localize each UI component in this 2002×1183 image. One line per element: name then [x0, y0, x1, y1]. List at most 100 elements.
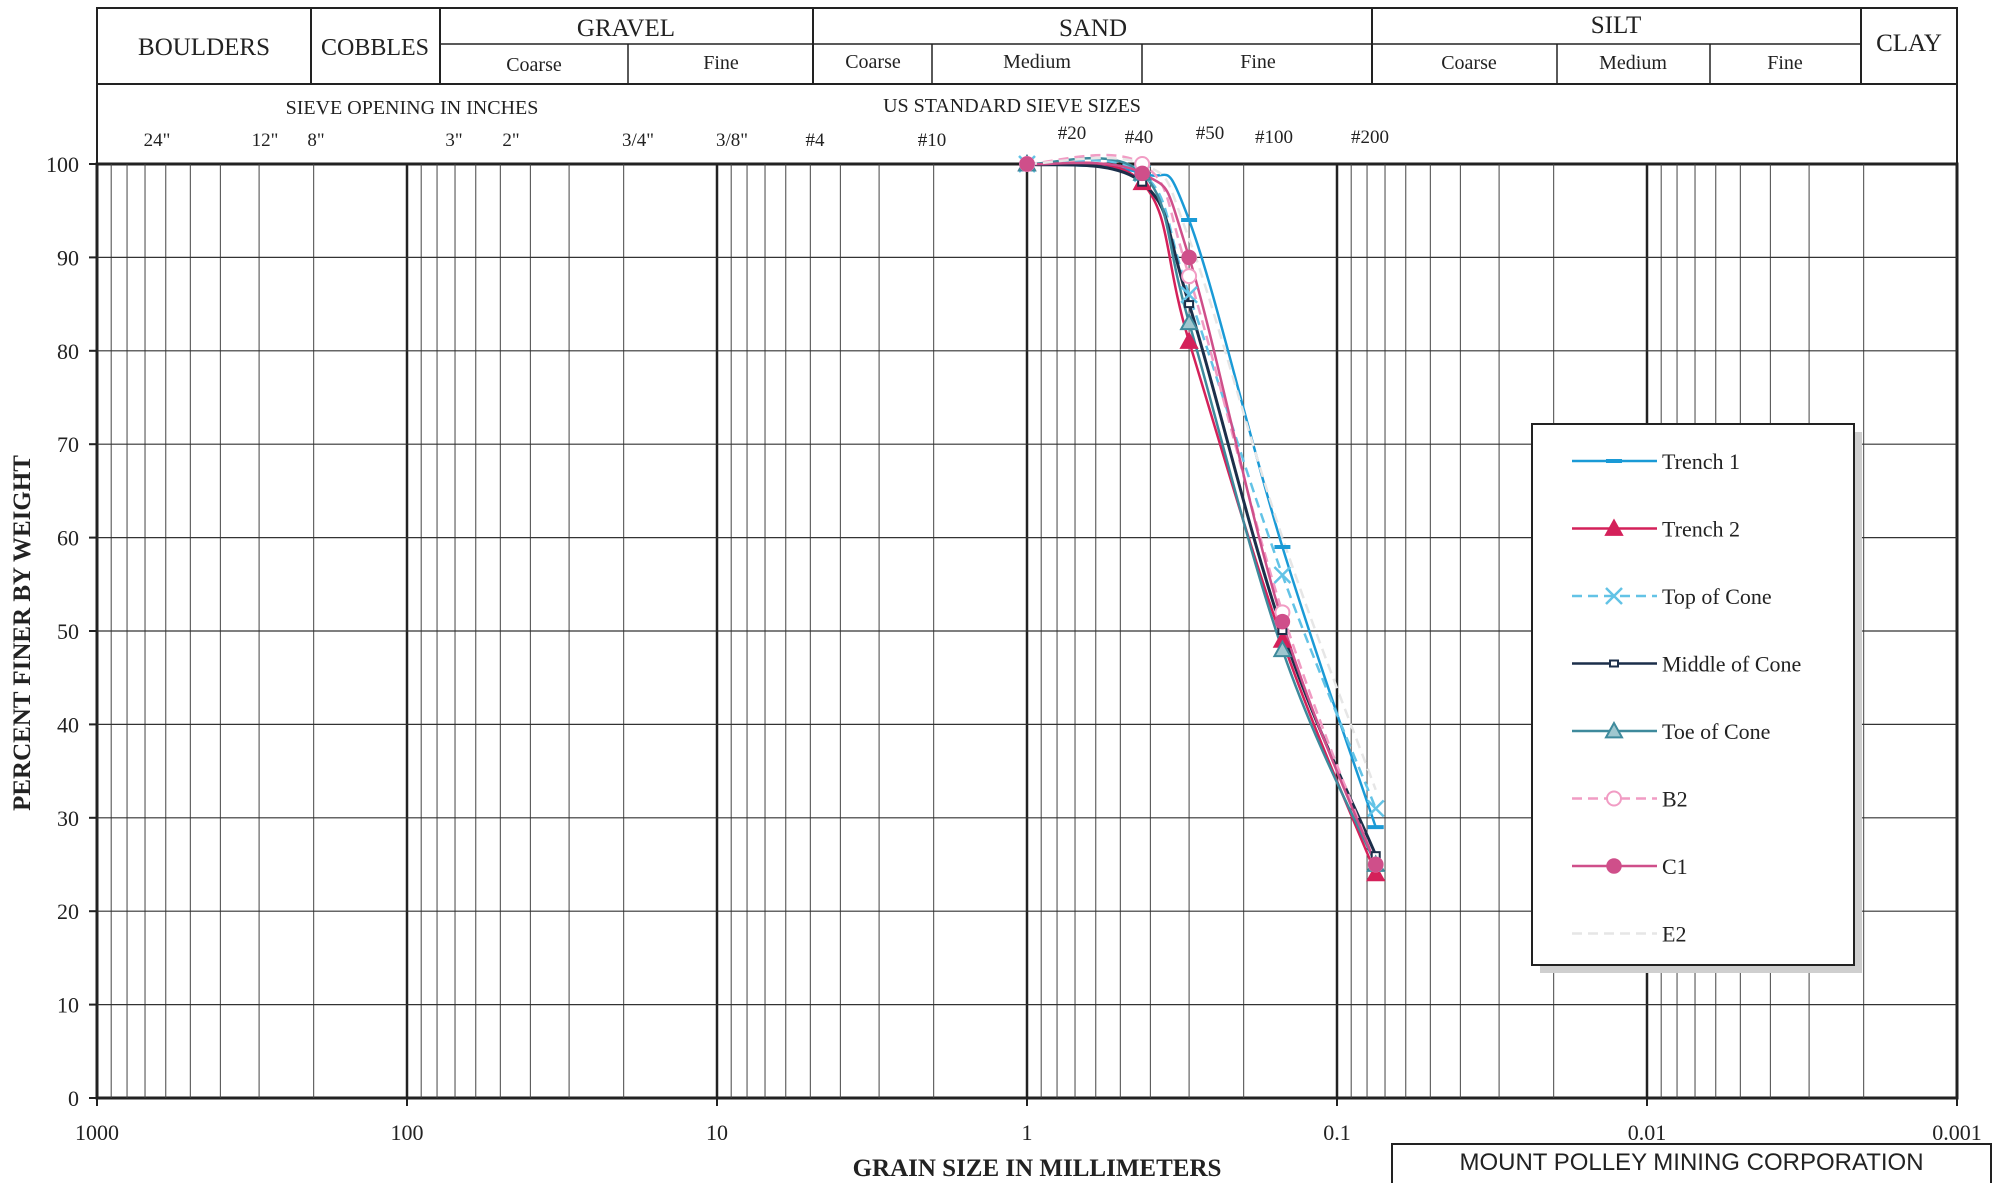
- legend-item-top-of-cone: Top of Cone: [1572, 584, 1772, 609]
- classification-header: BOULDERS COBBLES GRAVEL SAND SILT CLAY C…: [96, 7, 1958, 164]
- legend-marker-b2: [1606, 790, 1622, 807]
- data-point-toe-of-cone-2: [1179, 312, 1199, 331]
- legend-marker-trench-2: [1604, 518, 1624, 536]
- series-lines: [1026, 153, 1378, 875]
- company-name-box: MOUNT POLLEY MINING CORPORATION: [1391, 1143, 1992, 1183]
- silt-coarse: Coarse: [1441, 52, 1497, 74]
- sand-medium: Medium: [1003, 51, 1071, 73]
- sand-fine: Fine: [1240, 51, 1276, 73]
- group-silt: SILT: [1591, 12, 1641, 39]
- sieve-inches-title: SIEVE OPENING IN INCHES: [286, 97, 539, 119]
- legend-item-b2: B2: [1572, 787, 1688, 812]
- data-point-toe-of-cone-3: [1272, 639, 1293, 658]
- y-tick-label-7: 70: [57, 432, 79, 457]
- x-tick-label-0: 1000: [75, 1120, 119, 1145]
- data-point-top-of-cone-4: [1366, 799, 1385, 818]
- y-tick-label-6: 60: [57, 526, 79, 551]
- x-tick-label-2: 10: [706, 1120, 728, 1145]
- y-tick-label-10: 100: [46, 152, 79, 177]
- x-tick-label-5: 0.01: [1628, 1120, 1667, 1145]
- y-tick-label-8: 80: [57, 339, 79, 364]
- legend-label-b2: B2: [1662, 787, 1688, 812]
- data-point-c1-2: [1181, 249, 1197, 266]
- sieve-inch-3: 3": [445, 130, 462, 151]
- x-axis-ticks: 1000 100 10 1 0.1 0.01 0.001: [75, 1098, 1982, 1145]
- legend-label-toe-of-cone: Toe of Cone: [1662, 719, 1770, 744]
- data-point-trench-2-4: [1366, 863, 1386, 882]
- y-tick-label-3: 30: [57, 806, 79, 831]
- x-tick-label-6: 0.001: [1932, 1120, 1982, 1145]
- y-tick-label-1: 10: [57, 993, 79, 1018]
- series-line-e2: [1026, 156, 1377, 791]
- gravel-coarse: Coarse: [506, 54, 562, 76]
- sieve-inch-3-8: 3/8": [716, 130, 748, 151]
- legend-item-trench-2: Trench 2: [1572, 517, 1740, 542]
- sieve-labels: SIEVE OPENING IN INCHES US STANDARD SIEV…: [144, 95, 1389, 151]
- sieve-us-title: US STANDARD SIEVE SIZES: [883, 95, 1141, 117]
- sieve-us-10: #10: [918, 130, 947, 151]
- sieve-inch-2: 2": [502, 130, 519, 151]
- group-sand: SAND: [1059, 15, 1127, 42]
- silt-fine: Fine: [1767, 52, 1803, 74]
- sieve-inch-12: 12": [252, 130, 279, 151]
- y-tick-label-0: 0: [68, 1086, 79, 1111]
- series-line-toe-of-cone: [1026, 156, 1377, 865]
- group-boulders: BOULDERS: [138, 34, 270, 61]
- legend-marker-toe-of-cone: [1604, 720, 1624, 739]
- y-axis-label: PERCENT FINER BY WEIGHT: [9, 455, 36, 811]
- legend-item-trench-1: Trench 1: [1572, 449, 1740, 474]
- sieve-us-20: #20: [1058, 123, 1087, 144]
- x-tick-label-1: 100: [391, 1120, 424, 1145]
- legend-item-toe-of-cone: Toe of Cone: [1572, 719, 1770, 744]
- sieve-us-100: #100: [1255, 127, 1293, 148]
- legend-label-middle-of-cone: Middle of Cone: [1662, 652, 1801, 677]
- sieve-us-200: #200: [1351, 127, 1389, 148]
- sieve-us-40: #40: [1125, 127, 1154, 148]
- group-clay: CLAY: [1876, 30, 1942, 57]
- data-point-trench-2-2: [1179, 331, 1199, 349]
- legend-marker-c1: [1606, 858, 1622, 874]
- x-axis-label: GRAIN SIZE IN MILLIMETERS: [853, 1155, 1222, 1182]
- sieve-us-4: #4: [806, 130, 826, 151]
- sand-coarse: Coarse: [845, 51, 901, 73]
- series-line-c1: [1026, 161, 1377, 865]
- x-tick-label-4: 0.1: [1323, 1120, 1351, 1145]
- series-line-trench-2: [1026, 161, 1377, 875]
- legend-item-middle-of-cone: Middle of Cone: [1572, 652, 1801, 677]
- silt-medium: Medium: [1599, 52, 1667, 74]
- group-cobbles: COBBLES: [321, 35, 429, 61]
- y-axis-ticks: 0 10 20 30 40 50 60 70 80 90 100: [46, 152, 97, 1111]
- legend: Trench 1 Trench 2 Top of Cone Middle of Con…: [1531, 423, 1862, 973]
- data-point-c1-4: [1367, 856, 1384, 873]
- y-tick-label-9: 90: [57, 245, 79, 270]
- sieve-us-50: #50: [1196, 123, 1225, 144]
- series-markers: [1017, 153, 1386, 882]
- data-point-b2-2: [1181, 268, 1198, 285]
- legend-label-trench-2: Trench 2: [1662, 517, 1740, 542]
- legend-label-trench-1: Trench 1: [1662, 449, 1740, 474]
- sieve-inch-3-4: 3/4": [622, 130, 654, 151]
- data-point-middle-of-cone-2: [1184, 300, 1195, 309]
- sieve-inch-8: 8": [307, 130, 324, 151]
- data-point-c1-1: [1134, 165, 1150, 182]
- group-gravel: GRAVEL: [577, 15, 675, 42]
- legend-marker-middle-of-cone: [1609, 659, 1619, 668]
- y-tick-label-5: 50: [57, 619, 79, 644]
- series-line-top-of-cone: [1026, 159, 1377, 809]
- data-point-c1-0: [1019, 156, 1035, 172]
- y-tick-label-4: 40: [57, 712, 79, 737]
- legend-label-e2: E2: [1662, 922, 1686, 947]
- data-point-top-of-cone-2: [1180, 285, 1198, 304]
- legend-label-c1: C1: [1662, 854, 1688, 879]
- data-point-top-of-cone-3: [1273, 566, 1292, 584]
- series-line-b2: [1026, 153, 1377, 865]
- legend-label-top-of-cone: Top of Cone: [1662, 584, 1772, 609]
- legend-marker-top-of-cone: [1605, 587, 1623, 605]
- y-tick-label-2: 20: [57, 899, 79, 924]
- sieve-inch-24: 24": [144, 130, 171, 151]
- x-tick-label-3: 1: [1022, 1120, 1033, 1145]
- gravel-fine: Fine: [703, 52, 739, 74]
- legend-item-e2: E2: [1572, 922, 1686, 947]
- legend-item-c1: C1: [1572, 854, 1688, 879]
